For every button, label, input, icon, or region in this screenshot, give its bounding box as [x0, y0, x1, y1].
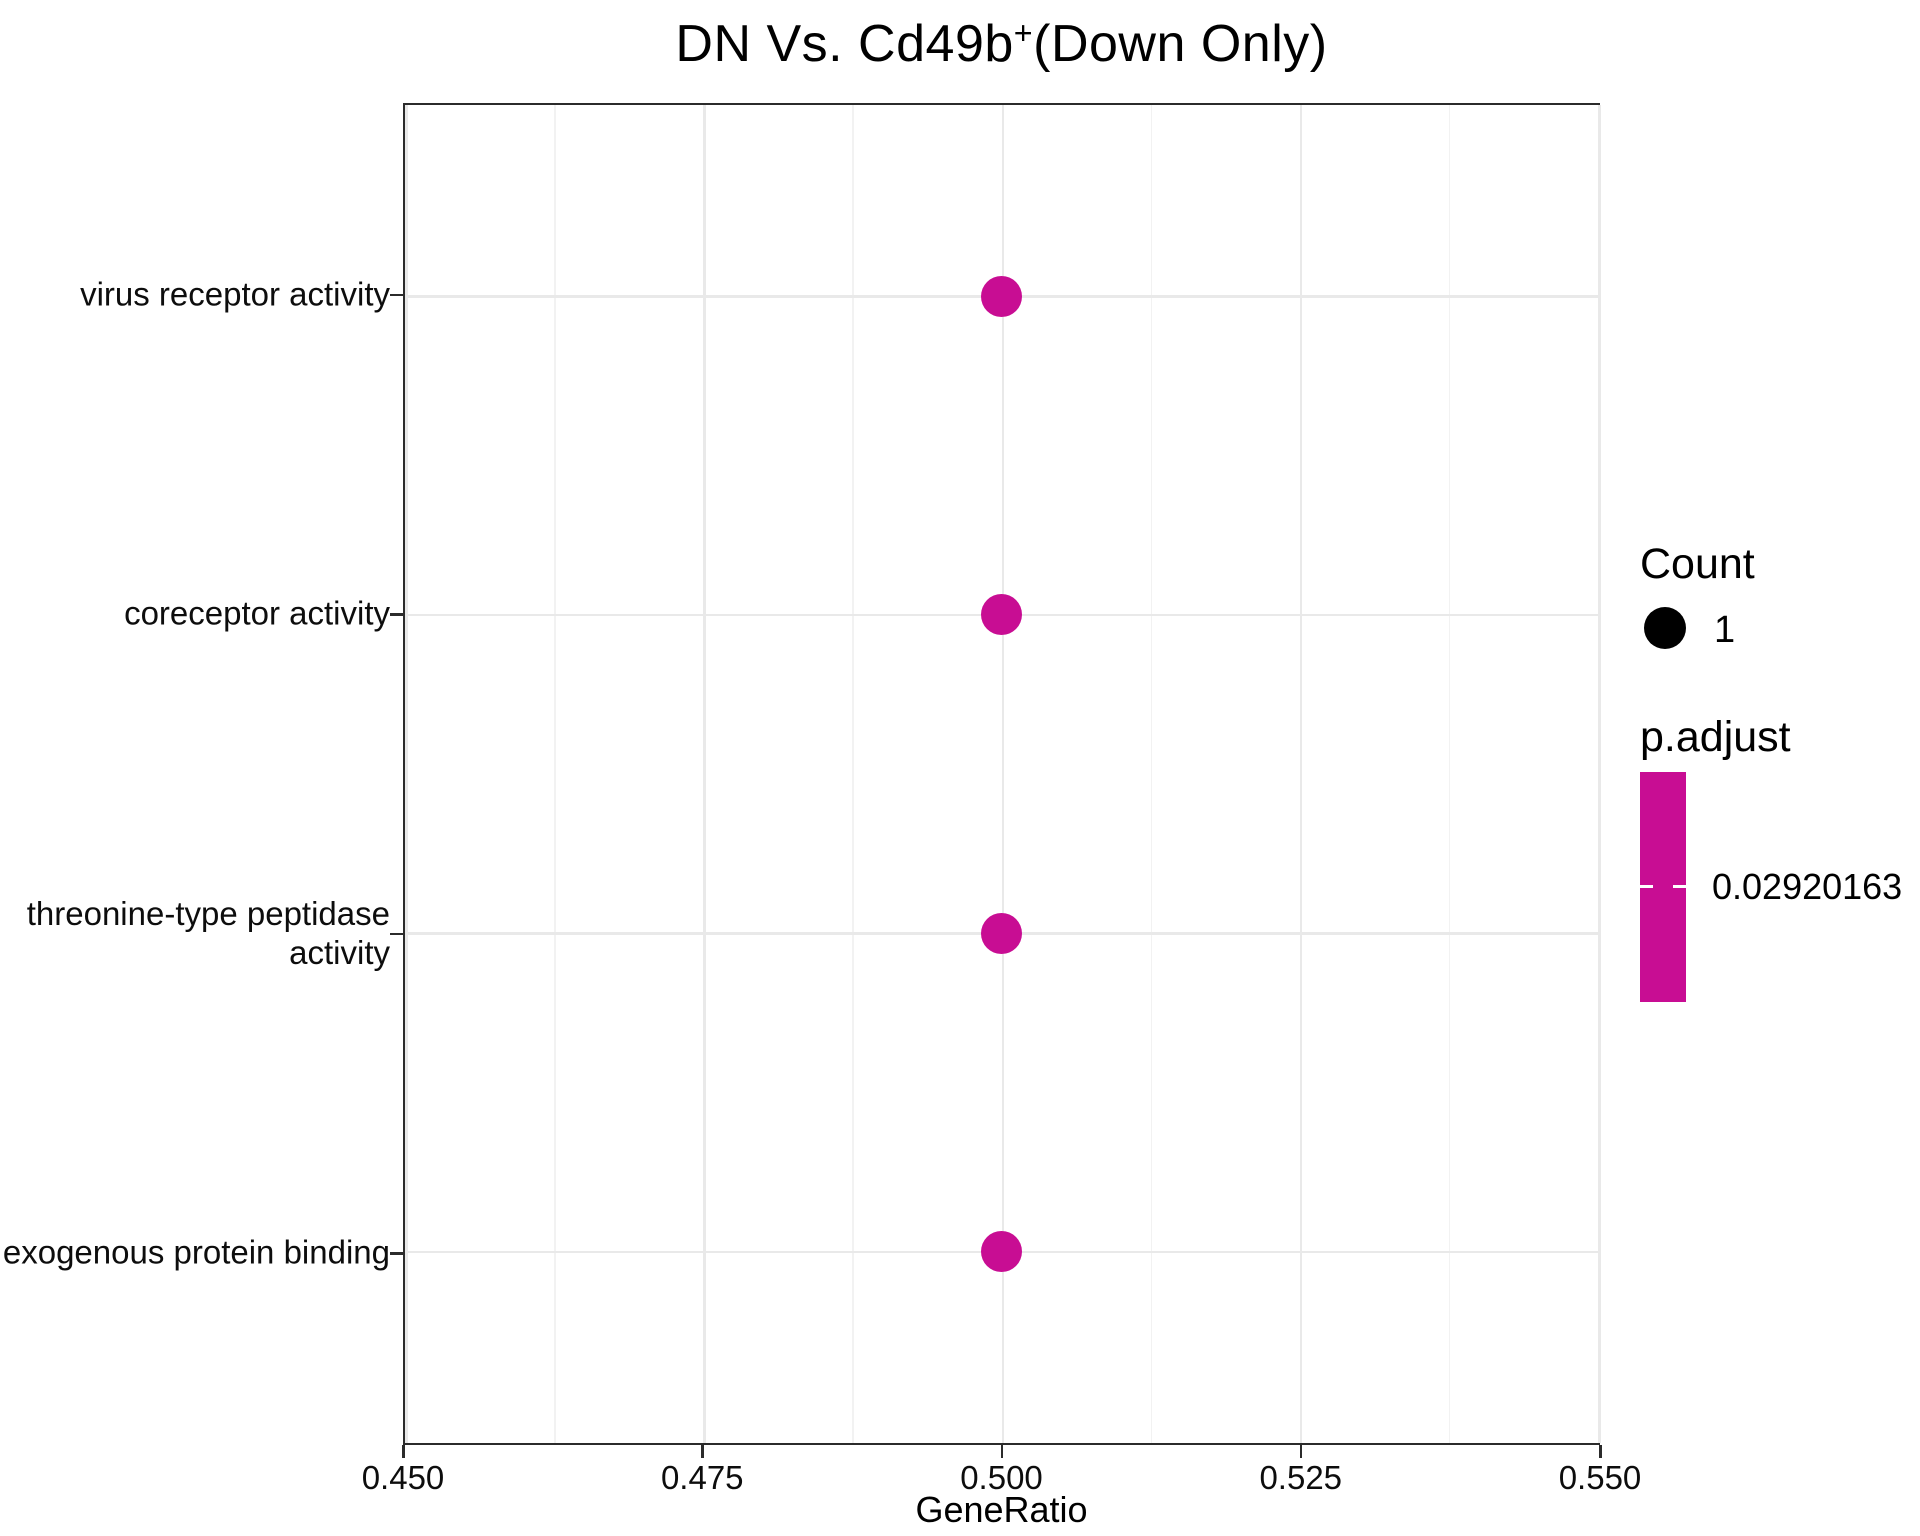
x-axis-tick	[402, 1445, 405, 1458]
legend-count-dot-icon	[1644, 607, 1686, 649]
gridline-minor-x	[852, 105, 854, 1443]
chart-title-superscript: +	[1013, 15, 1034, 52]
x-axis-tick	[1599, 1445, 1602, 1458]
data-point	[981, 1231, 1022, 1273]
gridline-major-x	[1299, 105, 1303, 1443]
x-axis-tick-label: 0.525	[1259, 1459, 1343, 1496]
legend-padjust-title: p.adjust	[1640, 713, 1791, 761]
chart-title: DN Vs. Cd49b+(Down Only)	[403, 14, 1600, 74]
x-axis-title: GeneRatio	[915, 1489, 1088, 1530]
x-axis-tick	[701, 1445, 704, 1458]
x-axis-tick	[1299, 1445, 1303, 1458]
y-axis-label: virus receptor activity	[80, 275, 390, 313]
y-axis-label: threonine-type peptidase activity	[26, 894, 390, 971]
x-axis-tick-label: 0.475	[660, 1459, 744, 1496]
y-axis-tick	[390, 293, 403, 297]
gridline-minor-x	[554, 105, 556, 1443]
data-point	[981, 594, 1022, 636]
gridline-major-x	[405, 105, 408, 1443]
x-axis-tick-label: 0.450	[361, 1459, 445, 1496]
colorbar-tick-right-icon	[1673, 885, 1686, 888]
colorbar-tick-left-icon	[1640, 885, 1653, 888]
legend-count-label: 1	[1714, 609, 1736, 651]
y-axis-tick	[390, 1252, 403, 1255]
y-axis-label: exogenous protein binding	[2, 1233, 390, 1271]
gridline-minor-x	[1150, 105, 1153, 1443]
x-axis-tick-label: 0.550	[1558, 1459, 1642, 1496]
gridline-major-x	[1598, 105, 1601, 1443]
gridline-major-x	[1001, 105, 1004, 1443]
legend-colorbar	[1640, 772, 1686, 1002]
colorbar-tick-label: 0.02920163	[1712, 866, 1903, 907]
gridline-minor-x	[1448, 105, 1451, 1443]
data-point	[981, 912, 1022, 954]
chart-title-post: (Down Only)	[1033, 15, 1328, 73]
x-axis-tick	[1000, 1445, 1003, 1458]
legend-count-title: Count	[1640, 540, 1755, 588]
plot-panel	[403, 103, 1601, 1445]
x-axis-tick-label: 0.500	[960, 1459, 1043, 1496]
y-axis-label: coreceptor activity	[124, 594, 390, 632]
chart-title-pre: DN Vs. Cd49b	[675, 15, 1014, 73]
y-axis-tick	[390, 932, 403, 936]
gridline-major-x	[703, 105, 706, 1443]
data-point	[981, 275, 1022, 317]
y-axis-tick	[390, 613, 403, 616]
